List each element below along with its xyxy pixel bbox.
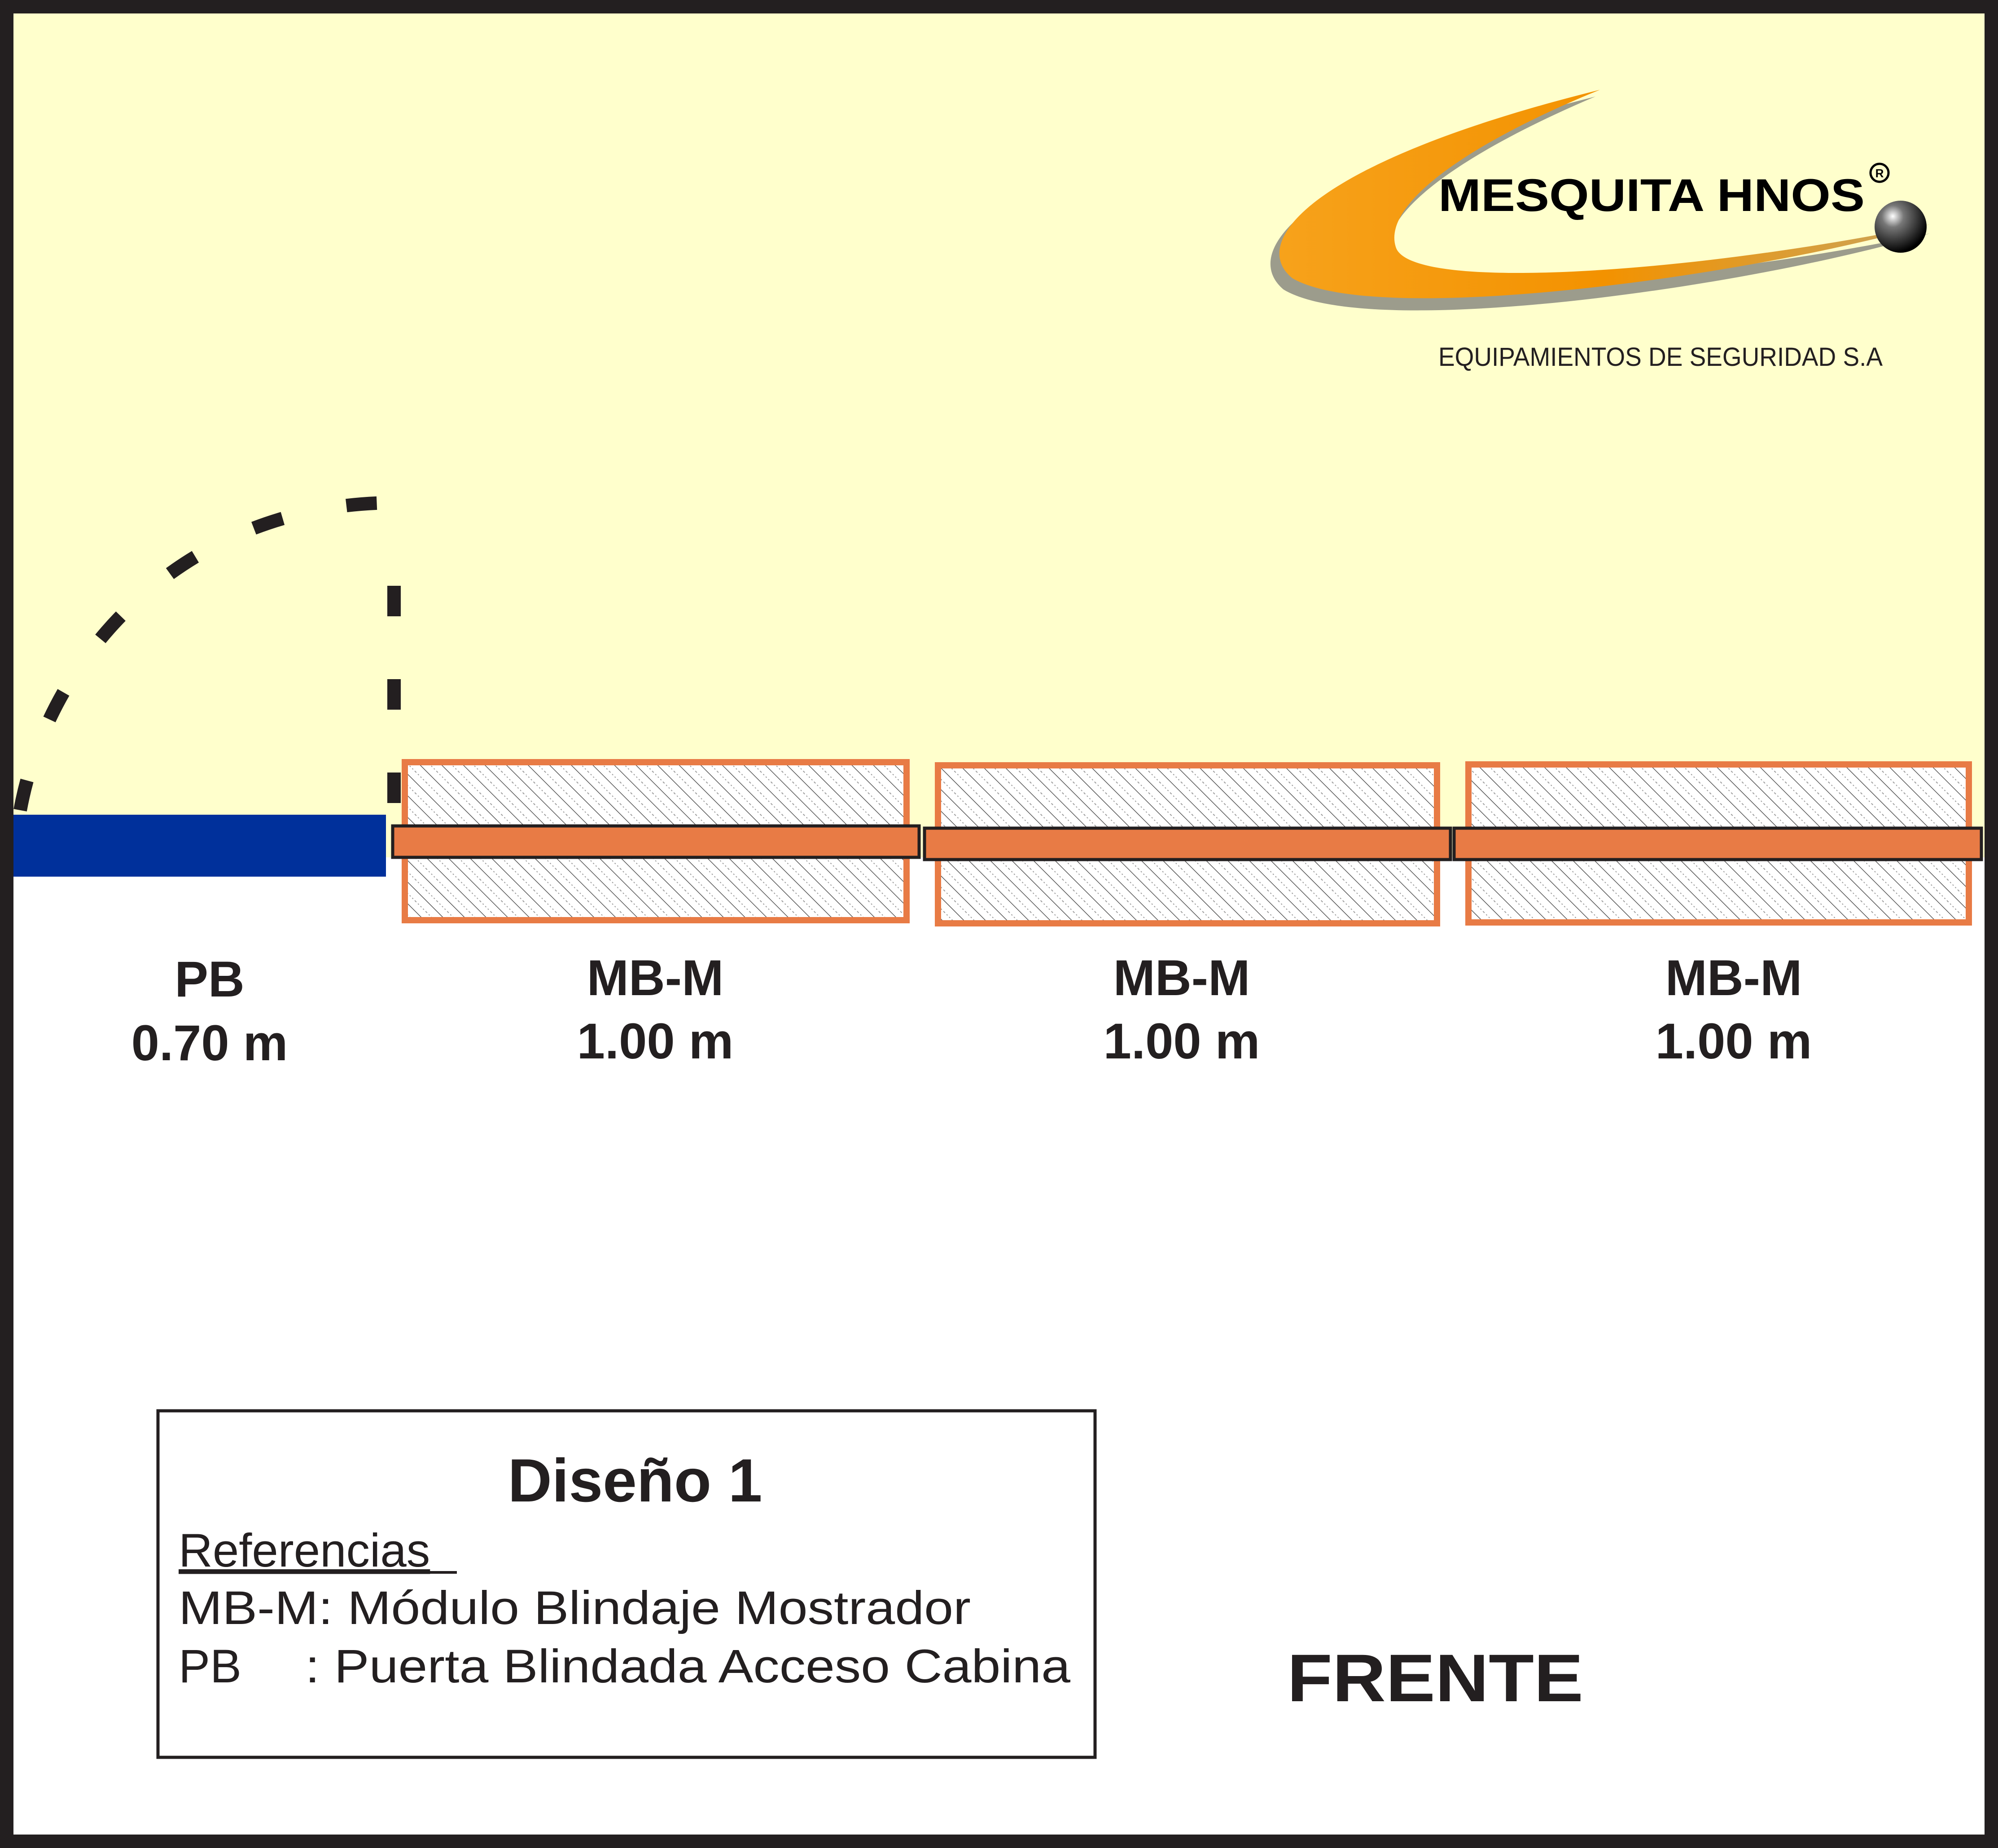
label-mbm-3: MB-M 1.00 m [1656,950,1812,1069]
company-logo: MESQUITA HNOS R EQUIPAMIENTOS DE SEGURID… [1270,90,1930,372]
module-code: MB-M [1665,950,1802,1006]
label-pb: PB 0.70 m [131,951,288,1071]
interior-zone [13,13,1985,857]
logo-brand-text: MESQUITA HNOS [1438,170,1865,221]
legend-line-pb-code: PB [179,1640,241,1693]
logo-ball-icon [1875,201,1927,253]
legend-line-mbm: MB-M: Módulo Blindaje Mostrador [179,1582,971,1634]
front-label: FRENTE [1287,1640,1583,1716]
module-width: 1.00 m [577,1013,734,1069]
logo-tagline: EQUIPAMIENTOS DE SEGURIDAD S.A [1438,342,1883,372]
legend-line-pb-text: : Puerta Blindada Acceso Cabina [305,1640,1071,1693]
registered-letter: R [1875,167,1884,180]
module-code: MB-M [587,950,724,1006]
counter-module-1 [391,759,921,923]
door-panel-pb [13,815,386,877]
module-width: 1.00 m [1656,1013,1812,1069]
module-width: 1.00 m [1104,1013,1260,1069]
module-code: MB-M [1113,950,1250,1006]
counter-module-2 [923,762,1452,926]
label-mbm-2: MB-M 1.00 m [1104,950,1260,1069]
legend-title: Diseño 1 [508,1446,762,1514]
label-mbm-1: MB-M 1.00 m [577,950,734,1069]
module-code: PB [175,951,245,1007]
module-width: 0.70 m [131,1015,288,1071]
registered-mark [1869,162,1890,183]
legend-heading: Referencias [179,1524,430,1577]
legend-box: Diseño 1 Referencias MB-M: Módulo Blinda… [156,1409,1097,1759]
logo-swoosh [1279,90,1930,298]
counter-module-3 [1452,761,1983,926]
